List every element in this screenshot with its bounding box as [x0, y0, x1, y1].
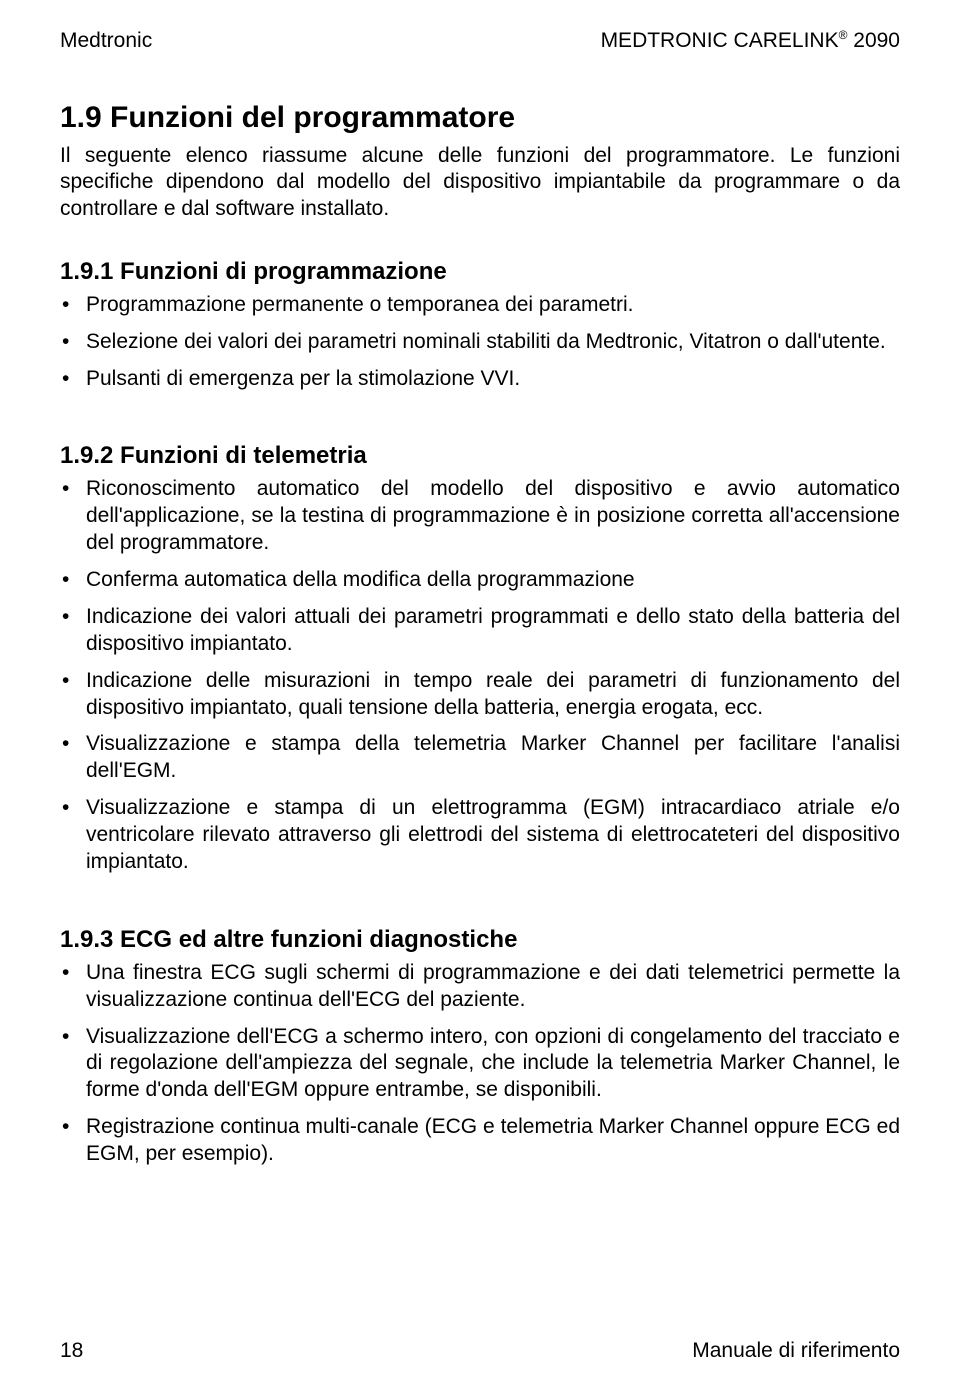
list-item: Registrazione continua multi-canale (ECG…	[60, 1114, 900, 1168]
subsection-1-list: Programmazione permanente o temporanea d…	[60, 292, 900, 403]
subsection-3-list: Una finestra ECG sugli schermi di progra…	[60, 960, 900, 1178]
subsection-2-list: Riconoscimento automatico del modello de…	[60, 476, 900, 885]
footer-right: Manuale di riferimento	[692, 1339, 900, 1363]
list-item: Selezione dei valori dei parametri nomin…	[60, 329, 900, 356]
section-intro: Il seguente elenco riassume alcune delle…	[60, 143, 900, 222]
subsection-2-heading: 1.9.2 Funzioni di telemetria	[60, 442, 900, 470]
section-heading: 1.9 Funzioni del programmatore	[60, 101, 900, 135]
document-page: Medtronic MEDTRONIC CARELINK® 2090 1.9 F…	[0, 0, 960, 1391]
list-item: Visualizzazione e stampa della telemetri…	[60, 731, 900, 785]
subsection-3-heading: 1.9.3 ECG ed altre funzioni diagnostiche	[60, 926, 900, 954]
list-item: Indicazione dei valori attuali dei param…	[60, 604, 900, 658]
page-number: 18	[60, 1339, 83, 1363]
header-left: Medtronic	[60, 29, 152, 53]
page-footer: 18 Manuale di riferimento	[60, 1299, 900, 1363]
page-header: Medtronic MEDTRONIC CARELINK® 2090	[60, 28, 900, 53]
list-item: Riconoscimento automatico del modello de…	[60, 476, 900, 557]
list-item: Pulsanti di emergenza per la stimolazion…	[60, 366, 900, 393]
list-item: Visualizzazione e stampa di un elettrogr…	[60, 795, 900, 876]
subsection-1-heading: 1.9.1 Funzioni di programmazione	[60, 258, 900, 286]
header-right-suffix: 2090	[847, 29, 900, 52]
list-item: Visualizzazione dell'ECG a schermo inter…	[60, 1024, 900, 1105]
list-item: Indicazione delle misurazioni in tempo r…	[60, 668, 900, 722]
list-item: Conferma automatica della modifica della…	[60, 567, 900, 594]
list-item: Programmazione permanente o temporanea d…	[60, 292, 900, 319]
header-right: MEDTRONIC CARELINK® 2090	[601, 28, 900, 53]
list-item: Una finestra ECG sugli schermi di progra…	[60, 960, 900, 1014]
header-right-prefix: MEDTRONIC CARELINK	[601, 29, 839, 52]
